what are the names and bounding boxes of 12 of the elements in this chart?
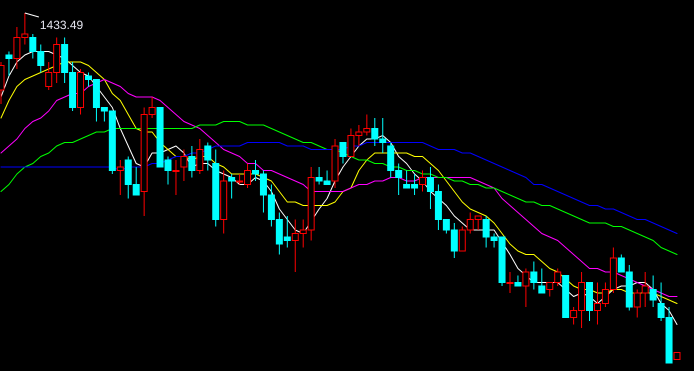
candlestick: [116, 160, 124, 196]
candlestick: [530, 261, 538, 290]
annotation: 1433.49: [40, 18, 84, 32]
candlestick: [212, 149, 220, 227]
candlestick: [419, 170, 426, 192]
candlestick: [220, 170, 228, 234]
candlestick: [506, 272, 514, 294]
candlestick: [332, 138, 339, 188]
candlestick: [650, 275, 657, 308]
candlestick: [172, 160, 180, 196]
candlestick: [188, 146, 196, 178]
candlestick: [180, 149, 188, 182]
